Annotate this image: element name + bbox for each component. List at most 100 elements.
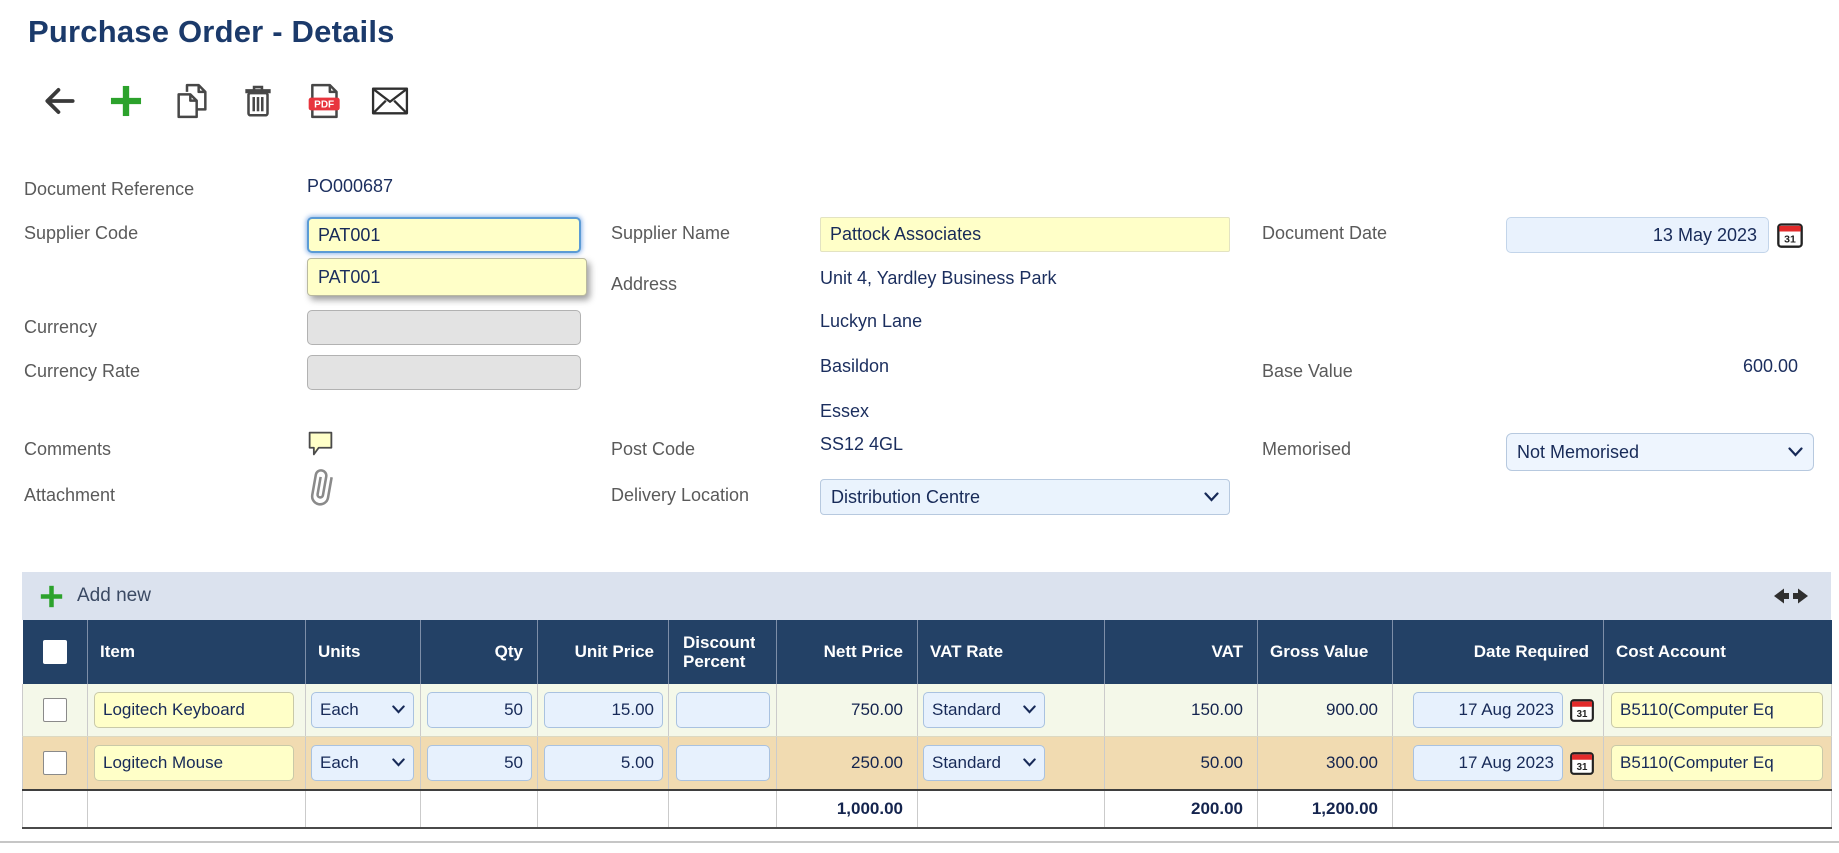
item-input[interactable]	[94, 744, 294, 781]
grid-totals-row: 1,000.00 200.00 1,200.00	[22, 789, 1832, 829]
supplier-name-label: Supplier Name	[611, 223, 731, 243]
calendar-icon[interactable]: 31	[1569, 750, 1595, 776]
select-all-header	[22, 620, 88, 684]
column-header-discount-percent: Discount Percent	[668, 620, 777, 684]
column-header-units: Units	[305, 620, 421, 684]
add-button[interactable]	[106, 80, 146, 122]
units-value: Each	[320, 752, 359, 772]
email-button[interactable]	[370, 80, 410, 122]
pdf-icon: PDF	[308, 83, 340, 119]
column-header-unit-price: Unit Price	[537, 620, 669, 684]
date-required-cell: 31	[1392, 736, 1604, 791]
trash-icon	[245, 85, 271, 117]
envelope-icon	[371, 87, 409, 115]
gross-value-cell: 300.00	[1257, 736, 1393, 791]
chevron-down-icon	[392, 758, 405, 767]
add-new-label: Add new	[77, 585, 151, 606]
address-line: Basildon	[820, 356, 890, 376]
vat-rate-select[interactable]: Standard	[923, 744, 1045, 781]
column-header-item: Item	[87, 620, 306, 684]
resize-columns-button[interactable]	[1773, 585, 1809, 610]
paperclip-icon	[310, 469, 333, 506]
row-select-cell	[22, 736, 88, 791]
cost-account-input[interactable]: B5110(Computer Eq	[1611, 691, 1823, 728]
comments-button[interactable]	[306, 429, 335, 461]
memorised-value: Not Memorised	[1517, 441, 1640, 462]
item-input[interactable]	[94, 691, 294, 728]
qty-cell	[420, 683, 538, 737]
currency-label: Currency	[24, 317, 98, 337]
nett-price-cell: 250.00	[776, 736, 918, 791]
delivery-location-label: Delivery Location	[611, 485, 750, 505]
unit-price-cell	[537, 683, 669, 737]
nett-price-cell: 750.00	[776, 683, 918, 737]
date-required-input[interactable]	[1413, 691, 1563, 728]
chevron-down-icon	[1023, 705, 1036, 714]
unit-price-input[interactable]	[544, 691, 663, 728]
delivery-location-select[interactable]: Distribution Centre	[820, 479, 1230, 515]
units-cell: Each	[305, 683, 421, 737]
vat-rate-cell: Standard	[917, 736, 1105, 791]
column-header-date-required: Date Required	[1392, 620, 1604, 684]
attachment-button[interactable]	[304, 464, 338, 519]
address-line: Unit 4, Yardley Business Park	[820, 268, 1057, 288]
pdf-export-button[interactable]: PDF	[304, 80, 344, 122]
svg-text:31: 31	[1577, 709, 1588, 720]
row-checkbox[interactable]	[43, 697, 67, 722]
base-value-label: Base Value	[1262, 361, 1353, 381]
units-cell: Each	[305, 736, 421, 791]
plus-icon	[110, 85, 142, 117]
item-cell	[87, 683, 306, 737]
line-item-row: Each 750.00 Standard 150.00 900.00	[22, 683, 1832, 737]
document-reference-value: PO000687	[307, 176, 394, 196]
units-value: Each	[320, 699, 359, 719]
vat-rate-select[interactable]: Standard	[923, 691, 1045, 728]
supplier-code-label: Supplier Code	[24, 223, 139, 243]
document-date-input[interactable]	[1506, 217, 1769, 253]
unit-price-input[interactable]	[544, 744, 663, 781]
delivery-location-value: Distribution Centre	[831, 486, 981, 507]
post-code-label: Post Code	[611, 439, 696, 459]
svg-text:31: 31	[1577, 762, 1588, 773]
currency-input	[307, 310, 581, 345]
qty-input[interactable]	[427, 691, 532, 728]
chevron-down-icon	[1204, 492, 1219, 502]
unit-price-cell	[537, 736, 669, 791]
svg-text:31: 31	[1784, 234, 1796, 246]
supplier-code-input[interactable]	[307, 217, 581, 253]
memorised-select[interactable]: Not Memorised	[1506, 433, 1814, 471]
toolbar: PDF	[40, 80, 410, 122]
add-new-line-button[interactable]: Add new	[38, 583, 151, 610]
column-header-cost-account: Cost Account	[1603, 620, 1832, 684]
cost-account-input[interactable]: B5110(Computer Eq	[1611, 744, 1823, 781]
qty-input[interactable]	[427, 744, 532, 781]
delete-button[interactable]	[238, 80, 278, 122]
discount-percent-cell	[668, 683, 777, 737]
chevron-down-icon	[392, 705, 405, 714]
date-required-cell: 31	[1392, 683, 1604, 737]
grid-header-row: Item Units Qty Unit Price Discount Perce…	[22, 620, 1832, 684]
calendar-icon[interactable]: 31	[1569, 697, 1595, 723]
select-all-checkbox[interactable]	[42, 640, 67, 665]
bottom-divider	[0, 841, 1839, 843]
discount-percent-input[interactable]	[676, 691, 770, 728]
row-checkbox[interactable]	[43, 750, 67, 775]
vat-rate-value: Standard	[932, 699, 1001, 719]
supplier-code-suggestion[interactable]: PAT001	[307, 258, 587, 296]
units-select[interactable]: Each	[311, 691, 414, 728]
units-select[interactable]: Each	[311, 744, 414, 781]
total-nett-price: 1,000.00	[776, 789, 918, 829]
item-cell	[87, 736, 306, 791]
date-required-input[interactable]	[1413, 744, 1563, 781]
vat-cell: 150.00	[1104, 683, 1258, 737]
address-label: Address	[611, 274, 678, 294]
svg-text:PDF: PDF	[314, 100, 334, 111]
discount-percent-input[interactable]	[676, 744, 770, 781]
document-date-calendar-button[interactable]: 31	[1776, 221, 1804, 252]
copy-icon	[177, 83, 207, 119]
supplier-name-input[interactable]	[820, 217, 1230, 252]
copy-button[interactable]	[172, 80, 212, 122]
address-line: Essex	[820, 401, 870, 421]
currency-rate-input	[307, 355, 581, 390]
back-button[interactable]	[40, 80, 80, 122]
